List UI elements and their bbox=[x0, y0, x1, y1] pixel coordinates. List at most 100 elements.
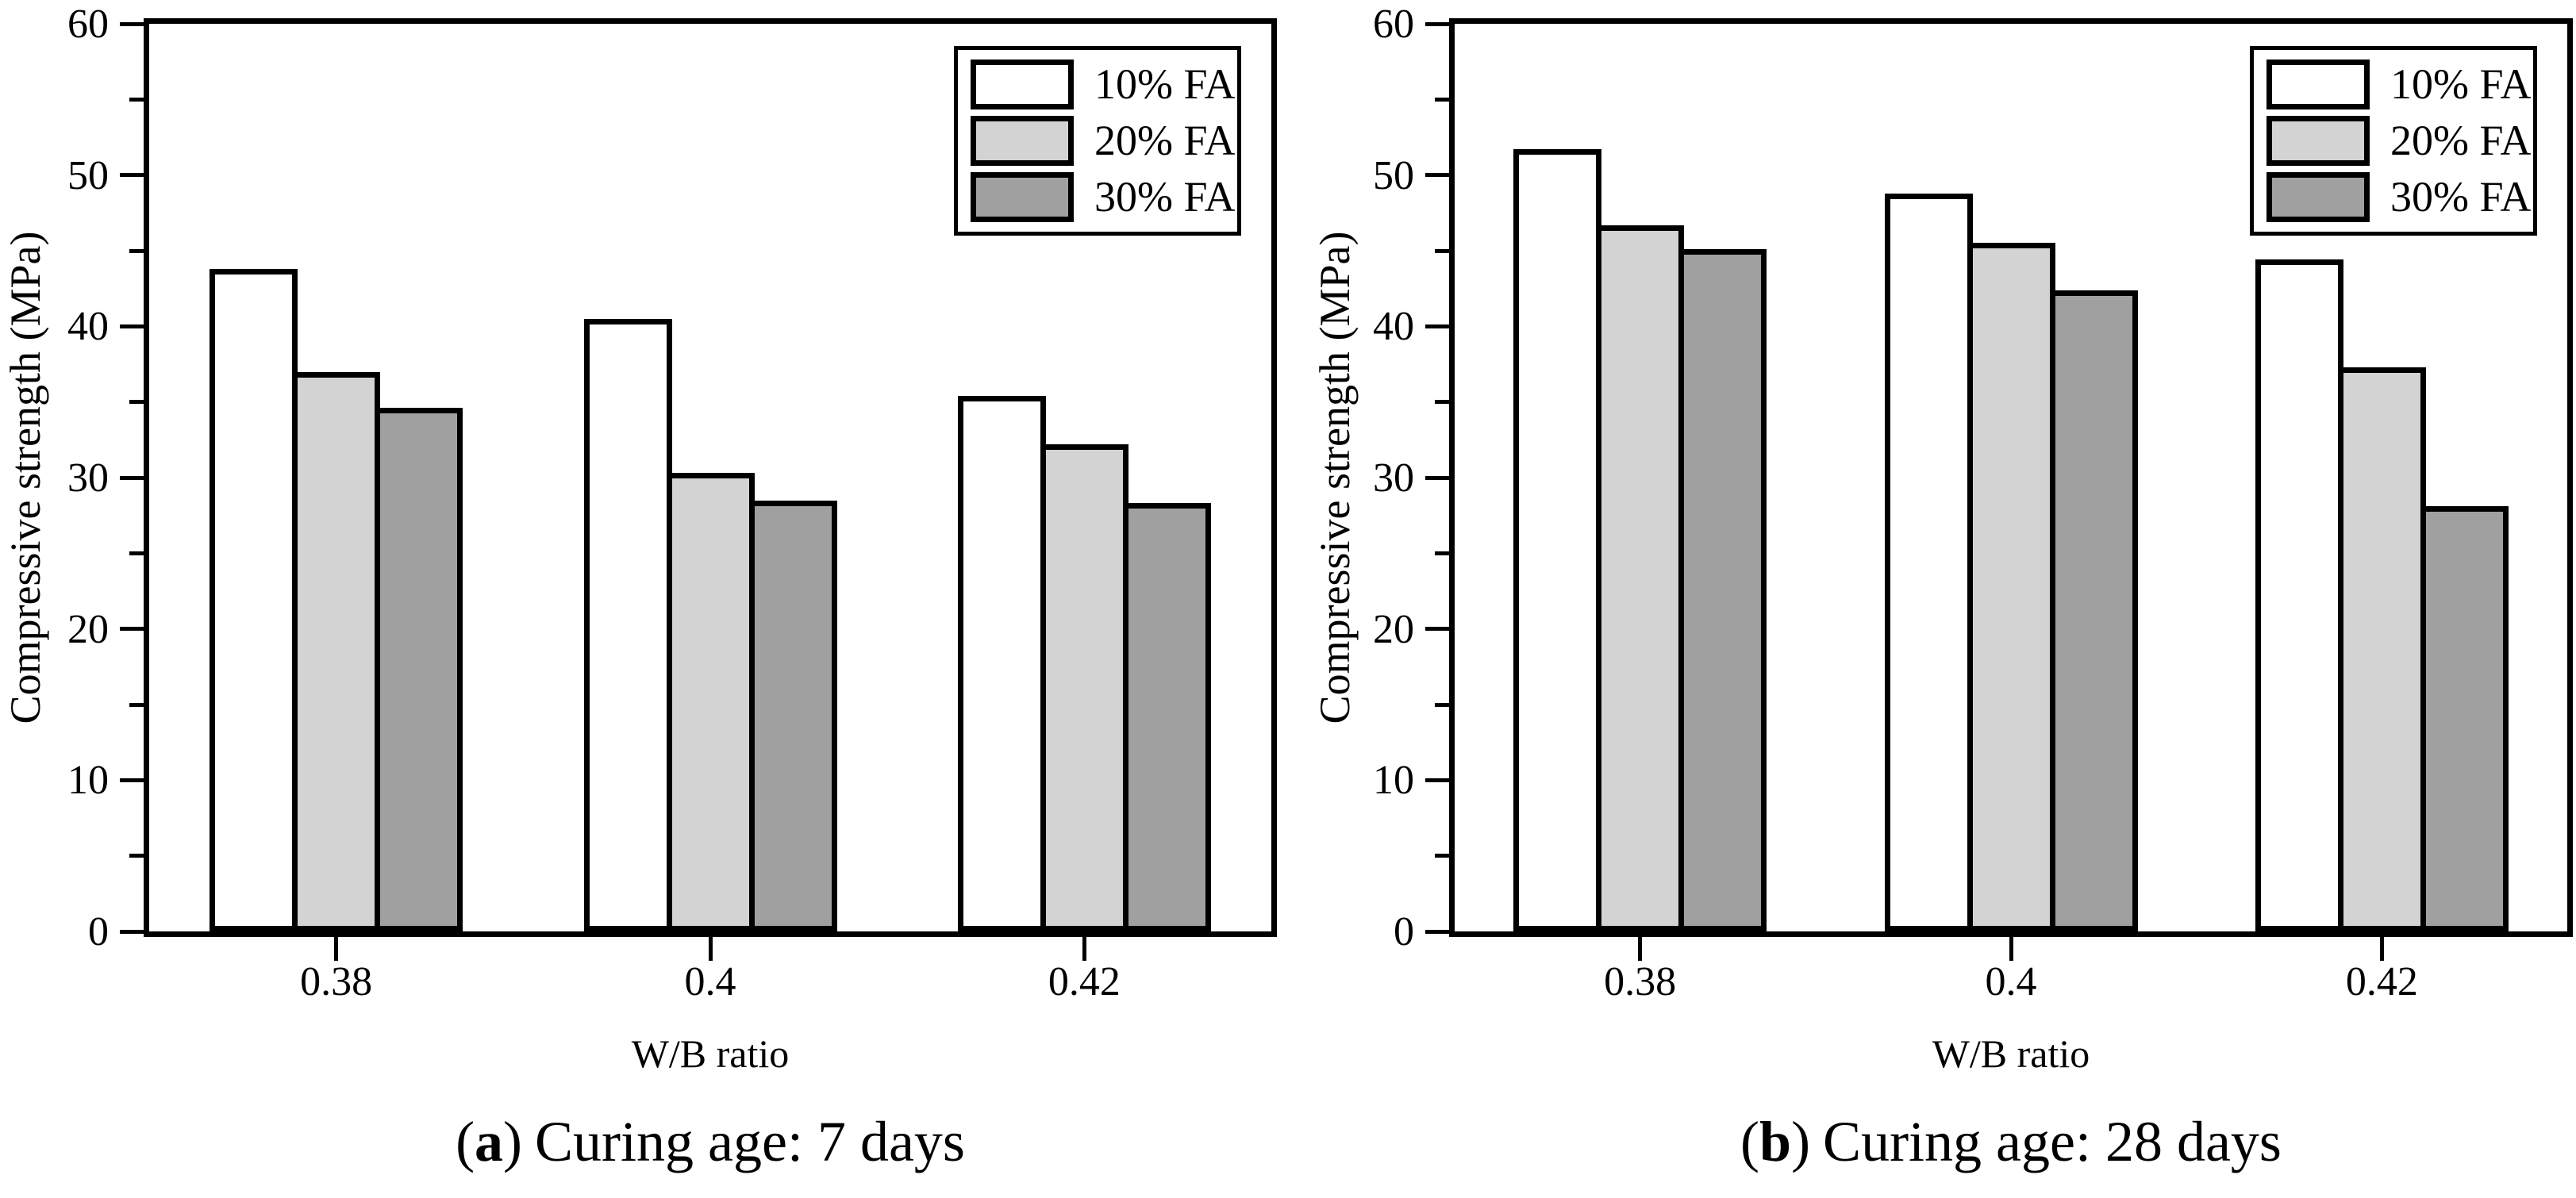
y-axis-major-tick bbox=[120, 324, 144, 328]
y-axis-tick-label: 60 bbox=[1373, 2, 1414, 47]
x-axis-tick bbox=[1638, 937, 1643, 961]
legend-item-20-fa: 20% FA bbox=[2266, 116, 2532, 166]
legend-swatch-10-fa bbox=[971, 60, 1074, 109]
x-axis-title: W/B ratio bbox=[631, 1031, 790, 1076]
y-axis-major-tick bbox=[120, 627, 144, 632]
x-axis-tick-label: 0.4 bbox=[684, 959, 736, 1004]
y-axis-tick-label: 0 bbox=[88, 909, 109, 954]
legend-item-20-fa: 20% FA bbox=[971, 116, 1236, 166]
legend-label: 20% FA bbox=[2390, 117, 2532, 164]
bar-20-fa-wb-0.38 bbox=[1596, 225, 1685, 931]
y-axis-major-tick bbox=[1425, 173, 1449, 178]
caption-letter: a bbox=[475, 1110, 504, 1173]
caption-paren-close: ) bbox=[503, 1110, 523, 1173]
y-axis-minor-tick bbox=[129, 248, 144, 253]
y-axis-minor-tick bbox=[129, 400, 144, 405]
y-axis-major-tick bbox=[1425, 324, 1449, 328]
y-axis-tick-label: 10 bbox=[1373, 758, 1414, 804]
y-axis-minor-tick bbox=[129, 702, 144, 707]
legend-label: 10% FA bbox=[2390, 60, 2532, 108]
bar-20-fa-wb-0.4 bbox=[1967, 243, 2055, 931]
legend-item-10-fa: 10% FA bbox=[2266, 60, 2532, 109]
y-axis-tick-label: 60 bbox=[67, 2, 109, 47]
y-axis-tick-label: 30 bbox=[1373, 455, 1414, 501]
legend-swatch-10-fa bbox=[2266, 60, 2370, 109]
y-axis-minor-tick bbox=[129, 97, 144, 102]
bar-20-fa-wb-0.42 bbox=[2337, 367, 2426, 931]
bar-10-fa-wb-0.42 bbox=[2255, 259, 2343, 931]
y-axis-minor-tick bbox=[129, 854, 144, 858]
y-axis-major-tick bbox=[120, 173, 144, 178]
bar-30-fa-wb-0.42 bbox=[1122, 503, 1211, 931]
x-axis-tick-label: 0.38 bbox=[300, 959, 373, 1004]
x-axis-tick-label: 0.38 bbox=[1604, 959, 1677, 1004]
legend-swatch-30-fa bbox=[2266, 172, 2370, 222]
legend-item-10-fa: 10% FA bbox=[971, 60, 1236, 109]
y-axis-major-tick bbox=[120, 929, 144, 934]
y-axis-minor-tick bbox=[1435, 248, 1449, 253]
legend-swatch-20-fa bbox=[971, 116, 1074, 166]
y-axis-minor-tick bbox=[1435, 400, 1449, 405]
bar-30-fa-wb-0.38 bbox=[1678, 249, 1767, 931]
y-axis-major-tick bbox=[120, 475, 144, 480]
caption-text: Curing age: 28 days bbox=[1823, 1110, 2282, 1173]
bar-30-fa-wb-0.38 bbox=[375, 408, 463, 931]
panel-caption: (a) Curing age: 7 days bbox=[155, 1109, 1266, 1175]
y-axis-tick-label: 40 bbox=[67, 304, 109, 350]
y-axis-major-tick bbox=[120, 21, 144, 26]
legend-item-30-fa: 30% FA bbox=[2266, 172, 2532, 222]
x-axis-tick bbox=[334, 937, 339, 961]
y-axis-minor-tick bbox=[1435, 97, 1449, 102]
bar-30-fa-wb-0.42 bbox=[2420, 506, 2509, 931]
x-axis-tick bbox=[2379, 937, 2384, 961]
bar-20-fa-wb-0.42 bbox=[1040, 444, 1128, 931]
bar-10-fa-wb-0.42 bbox=[957, 396, 1046, 931]
bar-10-fa-wb-0.4 bbox=[1884, 193, 1973, 931]
x-axis-title: W/B ratio bbox=[1932, 1031, 2090, 1076]
x-axis-tick bbox=[708, 937, 713, 961]
y-axis-major-tick bbox=[1425, 475, 1449, 480]
y-axis-major-tick bbox=[1425, 778, 1449, 782]
y-axis-major-tick bbox=[1425, 21, 1449, 26]
legend-item-30-fa: 30% FA bbox=[971, 172, 1236, 222]
y-axis-major-tick bbox=[1425, 929, 1449, 934]
legend-label: 30% FA bbox=[2390, 173, 2532, 221]
caption-letter: b bbox=[1759, 1110, 1792, 1173]
y-axis-tick-label: 10 bbox=[67, 758, 109, 804]
panel-caption: (b) Curing age: 28 days bbox=[1455, 1109, 2566, 1175]
x-axis-tick bbox=[1082, 937, 1086, 961]
bar-30-fa-wb-0.4 bbox=[2049, 290, 2138, 931]
caption-paren-open: ( bbox=[456, 1110, 475, 1173]
y-axis-tick-label: 0 bbox=[1394, 909, 1414, 954]
bar-30-fa-wb-0.4 bbox=[748, 500, 837, 931]
y-axis-tick-label: 20 bbox=[1373, 606, 1414, 652]
y-axis-tick-label: 50 bbox=[1373, 152, 1414, 198]
y-axis-tick-label: 50 bbox=[67, 152, 109, 198]
legend-swatch-20-fa bbox=[2266, 116, 2370, 166]
legend-label: 30% FA bbox=[1094, 173, 1236, 221]
y-axis-major-tick bbox=[1425, 627, 1449, 632]
legend-swatch-30-fa bbox=[971, 172, 1074, 222]
y-axis-tick-label: 40 bbox=[1373, 304, 1414, 350]
y-axis-tick-label: 20 bbox=[67, 606, 109, 652]
caption-paren-open: ( bbox=[1740, 1110, 1760, 1173]
legend-label: 20% FA bbox=[1094, 117, 1236, 164]
x-axis-tick bbox=[2009, 937, 2013, 961]
plot-area bbox=[1449, 18, 2573, 937]
caption-text: Curing age: 7 days bbox=[535, 1110, 965, 1173]
y-axis-minor-tick bbox=[1435, 551, 1449, 555]
legend: 10% FA 20% FA 30% FA bbox=[2250, 46, 2537, 236]
y-axis-minor-tick bbox=[1435, 854, 1449, 858]
legend-label: 10% FA bbox=[1094, 60, 1236, 108]
y-axis-minor-tick bbox=[1435, 702, 1449, 707]
x-axis-tick-label: 0.4 bbox=[1985, 959, 2037, 1004]
caption-paren-close: ) bbox=[1791, 1110, 1811, 1173]
bar-20-fa-wb-0.4 bbox=[666, 473, 755, 931]
bar-10-fa-wb-0.38 bbox=[1513, 149, 1602, 931]
legend: 10% FA 20% FA 30% FA bbox=[954, 46, 1241, 236]
y-axis-minor-tick bbox=[129, 551, 144, 555]
y-axis-tick-label: 30 bbox=[67, 455, 109, 501]
